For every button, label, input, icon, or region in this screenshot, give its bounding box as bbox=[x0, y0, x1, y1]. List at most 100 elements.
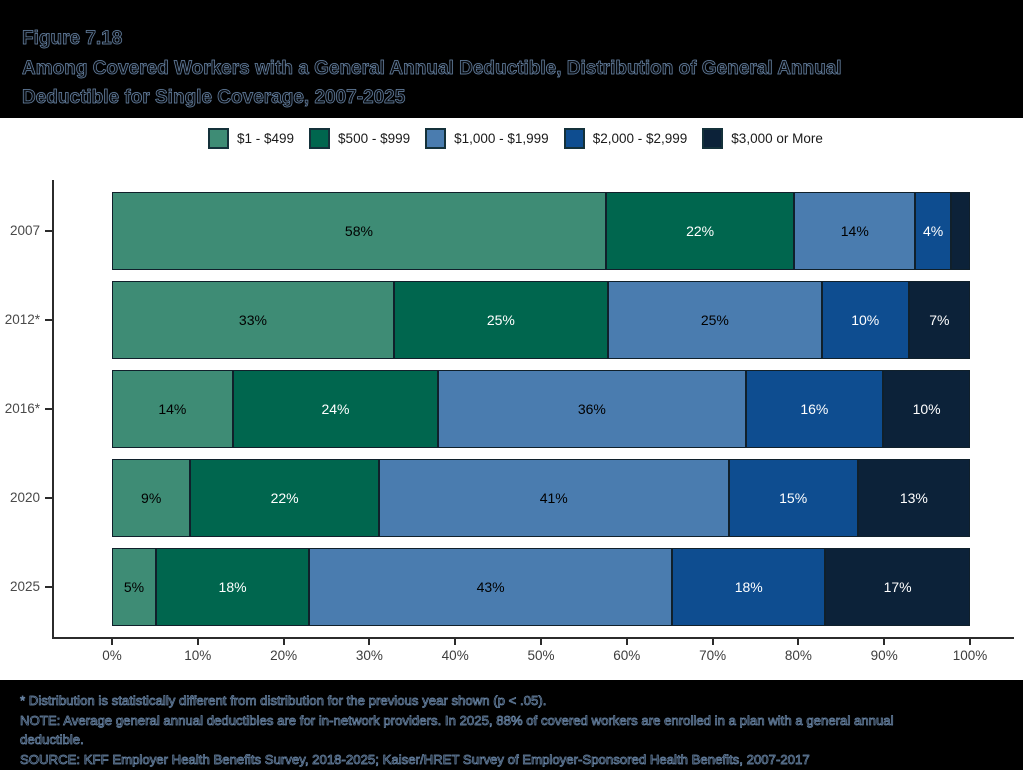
legend-item: $1 - $499 bbox=[208, 128, 294, 149]
x-tick bbox=[711, 639, 714, 645]
x-tick-label: 10% bbox=[184, 648, 212, 663]
legend-swatch bbox=[563, 128, 585, 149]
legend-item: $500 - $999 bbox=[309, 128, 410, 149]
x-tick bbox=[625, 639, 628, 645]
y-axis-line bbox=[52, 180, 54, 638]
legend-label: $1 - $499 bbox=[237, 131, 295, 146]
x-tick bbox=[282, 639, 285, 645]
x-tick bbox=[111, 639, 113, 645]
y-tick bbox=[45, 408, 52, 410]
y-tick bbox=[45, 497, 52, 499]
x-tick-label: 20% bbox=[270, 648, 298, 663]
y-axis-label: 2025 bbox=[9, 579, 40, 594]
bar-segment-label: 22% bbox=[686, 223, 715, 239]
bar-segment-label: 10% bbox=[912, 401, 941, 417]
x-tick-label: 0% bbox=[102, 648, 122, 663]
bar-segment: 9% bbox=[112, 459, 191, 537]
bar-segment: 22% bbox=[605, 192, 795, 270]
y-tick bbox=[45, 319, 52, 321]
bar-segment: 33% bbox=[112, 281, 394, 359]
bar-segment: 17% bbox=[825, 548, 970, 626]
bar-segment-label: 16% bbox=[800, 401, 829, 417]
x-tick bbox=[883, 639, 886, 645]
bar-row: 5% 18% 43% 18% 17% bbox=[112, 548, 970, 626]
x-tick bbox=[454, 639, 457, 645]
bar-row: 58% 22% 14% 4% bbox=[112, 192, 970, 270]
bar-segment: 7% bbox=[908, 281, 970, 359]
bar-segment: 4% bbox=[915, 192, 952, 270]
legend-swatch bbox=[309, 128, 331, 149]
legend-item: $2,000 - $2,999 bbox=[563, 128, 688, 149]
bar-segment bbox=[951, 192, 970, 270]
x-tick-label: 90% bbox=[870, 648, 898, 663]
bar-segment: 10% bbox=[883, 370, 970, 448]
bar-segment-label: 36% bbox=[577, 401, 606, 417]
bar-segment-label: 33% bbox=[238, 312, 267, 328]
bar-segment: 18% bbox=[672, 548, 826, 626]
bar-segment-label: 58% bbox=[344, 223, 373, 239]
bar-segment: 41% bbox=[378, 459, 729, 537]
bar-segment-label: 4% bbox=[922, 223, 944, 239]
x-tick bbox=[368, 639, 371, 645]
bar-segment-label: 14% bbox=[840, 223, 869, 239]
bar-segment-label: 7% bbox=[929, 312, 950, 328]
chart-area: $1 - $499 $500 - $999 $1,000 - $1,999 $2,00… bbox=[0, 118, 1023, 680]
legend-swatch bbox=[208, 128, 229, 149]
bar-segment-label: 25% bbox=[700, 312, 729, 328]
bar-segment-label: 41% bbox=[539, 490, 568, 506]
bar-segment: 10% bbox=[821, 281, 909, 359]
bar-segment-label: 25% bbox=[486, 312, 515, 328]
bar-segment: 22% bbox=[190, 459, 379, 537]
x-tick-label: 30% bbox=[355, 648, 383, 663]
x-tick-label: 40% bbox=[441, 648, 469, 663]
figure-title-line-1: Among Covered Workers with a General Ann… bbox=[22, 58, 842, 80]
figure-title-line-2: Deductible for Single Coverage, 2007-202… bbox=[22, 87, 406, 109]
x-tick bbox=[196, 639, 199, 645]
chart-legend: $1 - $499 $500 - $999 $1,000 - $1,999 $2,00… bbox=[208, 128, 823, 149]
bar-segment-label: 13% bbox=[899, 490, 928, 506]
legend-item: $3,000 or More bbox=[702, 128, 823, 149]
x-tick bbox=[540, 639, 542, 645]
bar-segment-label: 17% bbox=[883, 579, 912, 595]
bar-row: 9% 22% 41% 15% 13% bbox=[112, 459, 970, 537]
y-tick bbox=[45, 586, 52, 588]
bar-segment-label: 9% bbox=[141, 490, 162, 506]
legend-label: $2,000 - $2,999 bbox=[592, 131, 688, 146]
bar-segment-label: 18% bbox=[734, 579, 763, 595]
legend-swatch bbox=[702, 128, 724, 149]
bar-segment: 13% bbox=[857, 459, 970, 537]
bar-segment: 15% bbox=[728, 459, 858, 537]
legend-label: $1,000 - $1,999 bbox=[454, 131, 549, 146]
bar-segment: 14% bbox=[112, 370, 233, 448]
bar-segment-label: 15% bbox=[779, 490, 808, 506]
figure-number: Figure 7.18 bbox=[22, 28, 123, 50]
bar-segment: 14% bbox=[794, 192, 916, 270]
bar-segment: 36% bbox=[438, 370, 746, 448]
footnote-source: SOURCE: KFF Employer Health Benefits Sur… bbox=[20, 751, 810, 767]
bar-segment: 24% bbox=[232, 370, 439, 448]
bar-segment-label: 24% bbox=[321, 401, 350, 417]
figure-footer: * Distribution is statistically differen… bbox=[0, 680, 1023, 770]
x-tick-label: 50% bbox=[527, 648, 555, 663]
bar-segment: 43% bbox=[309, 548, 673, 626]
bar-segment-label: 43% bbox=[476, 579, 505, 595]
x-tick-label: 60% bbox=[613, 648, 641, 663]
bar-segment: 25% bbox=[607, 281, 822, 359]
bar-segment-label: 18% bbox=[218, 579, 247, 595]
x-tick bbox=[797, 639, 800, 645]
footnote-significance: * Distribution is statistically differen… bbox=[20, 693, 547, 709]
x-tick-label: 100% bbox=[952, 648, 988, 663]
footnote-note-line-2: deductible. bbox=[20, 732, 84, 748]
legend-item: $1,000 - $1,999 bbox=[425, 128, 549, 149]
legend-label: $3,000 or More bbox=[731, 131, 823, 146]
bar-segment-label: 14% bbox=[158, 401, 187, 417]
bar-segment-label: 10% bbox=[851, 312, 880, 328]
x-tick-label: 80% bbox=[784, 648, 812, 663]
bar-row: 14% 24% 36% 16% 10% bbox=[112, 370, 970, 448]
y-axis-label: 2012* bbox=[4, 312, 40, 327]
bar-segment: 18% bbox=[155, 548, 310, 626]
figure-header: Figure 7.18 Among Covered Workers with a… bbox=[0, 0, 1023, 118]
y-tick bbox=[45, 230, 52, 232]
y-axis-label: 2020 bbox=[9, 490, 40, 505]
